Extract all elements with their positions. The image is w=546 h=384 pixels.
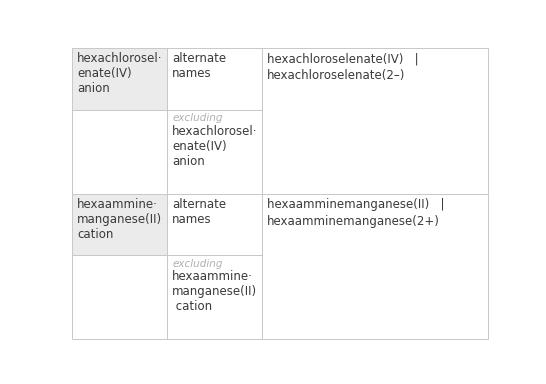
- Bar: [72, 48, 167, 109]
- Text: excluding: excluding: [172, 259, 223, 269]
- Text: hexaammine·
manganese(II)
cation: hexaammine· manganese(II) cation: [77, 198, 162, 241]
- Bar: [167, 194, 262, 255]
- Bar: [72, 255, 167, 339]
- Text: hexaamminemanganese(II)   |
hexaamminemanganese(2+): hexaamminemanganese(II) | hexaamminemang…: [267, 198, 444, 228]
- Text: hexaammine·
manganese(II)
 cation: hexaammine· manganese(II) cation: [172, 270, 257, 313]
- Bar: [167, 48, 262, 109]
- Bar: [262, 48, 488, 194]
- Text: hexachloroselenate(IV)   |
hexachloroselenate(2–): hexachloroselenate(IV) | hexachloroselen…: [267, 52, 419, 82]
- Bar: [262, 194, 488, 339]
- Text: alternate
names: alternate names: [172, 52, 226, 80]
- Bar: [167, 109, 262, 194]
- Text: hexachlorosel·
enate(IV)
anion: hexachlorosel· enate(IV) anion: [77, 52, 163, 95]
- Bar: [72, 109, 167, 194]
- Text: excluding: excluding: [172, 113, 223, 123]
- Text: alternate
names: alternate names: [172, 198, 226, 226]
- Text: hexachlorosel·
enate(IV)
anion: hexachlorosel· enate(IV) anion: [172, 125, 258, 168]
- Bar: [167, 255, 262, 339]
- Bar: [72, 194, 167, 255]
